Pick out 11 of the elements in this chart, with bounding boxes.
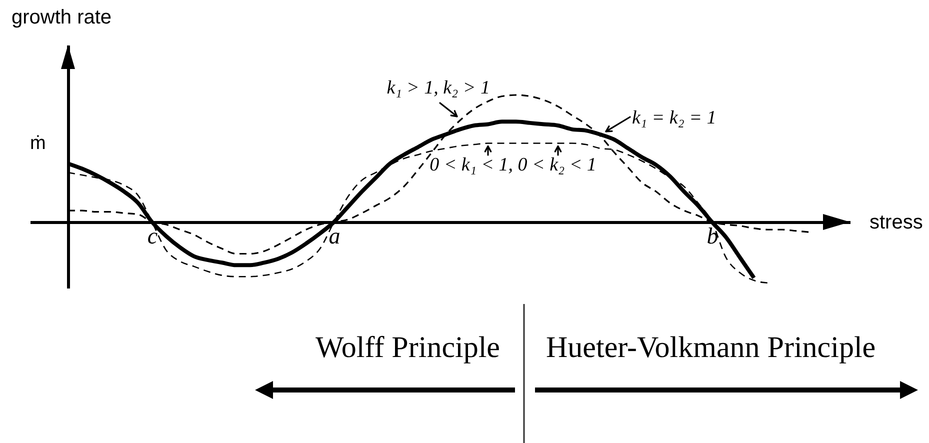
text: ṁ <box>30 133 46 155</box>
y-axis-title: growth rate <box>12 6 112 28</box>
text: Wolff Principle <box>316 331 500 365</box>
legend-label: k₁ = k₂ = 1 <box>632 107 716 128</box>
x-tick-label: c <box>147 224 158 248</box>
x-tick-label: b <box>706 224 718 248</box>
x-axis-title: stress <box>870 212 923 234</box>
x-tick-label: a <box>328 224 340 248</box>
series-label: 0 < k₁ < 1, 0 < k₂ < 1 <box>430 154 596 176</box>
text: Hueter-Volkmann Principle <box>546 331 876 365</box>
series-label: k₁ > 1, k₂ > 1 <box>386 77 490 98</box>
